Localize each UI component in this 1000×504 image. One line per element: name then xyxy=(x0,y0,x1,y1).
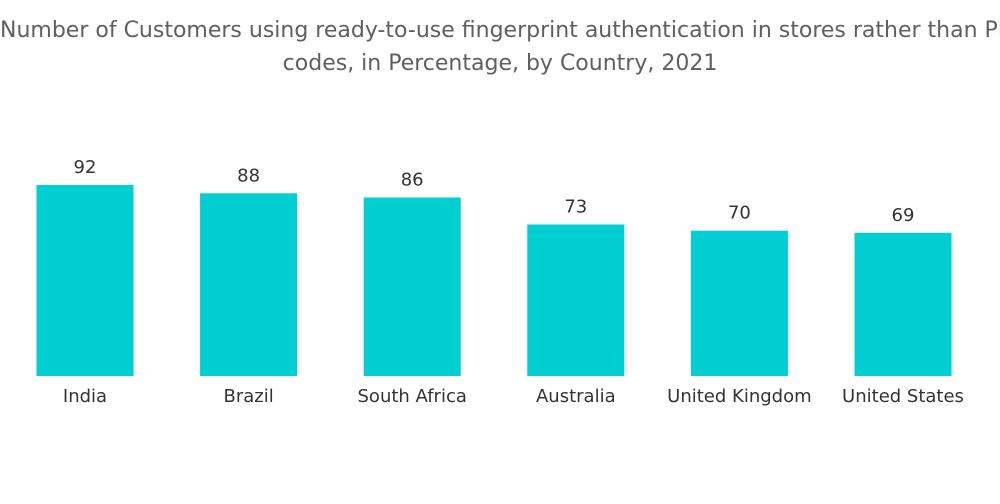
data-label-united-kingdom: 70 xyxy=(728,203,751,224)
bar-south-africa xyxy=(363,197,461,376)
chart-title-line-1: Number of Customers using ready-to-use f… xyxy=(0,18,1000,43)
bar-india xyxy=(36,185,134,376)
category-label-brazil: Brazil xyxy=(223,386,273,407)
category-label-australia: Australia xyxy=(536,386,616,407)
data-label-brazil: 88 xyxy=(237,165,260,186)
bar-brazil xyxy=(200,193,298,376)
data-label-south-africa: 86 xyxy=(401,170,424,191)
category-label-india: India xyxy=(63,386,107,407)
bar-united-states xyxy=(854,232,952,376)
chart-title-line-2: codes, in Percentage, by Country, 2021 xyxy=(282,51,718,76)
bar-australia xyxy=(527,224,625,376)
bar-united-kingdom xyxy=(690,230,788,376)
data-label-australia: 73 xyxy=(564,197,587,218)
category-label-united-kingdom: United Kingdom xyxy=(667,386,811,407)
data-label-india: 92 xyxy=(74,157,97,178)
chart-title: Number of Customers using ready-to-use f… xyxy=(0,14,1000,80)
data-label-united-states: 69 xyxy=(892,205,915,226)
category-label-united-states: United States xyxy=(842,386,964,407)
category-label-south-africa: South Africa xyxy=(358,386,467,407)
